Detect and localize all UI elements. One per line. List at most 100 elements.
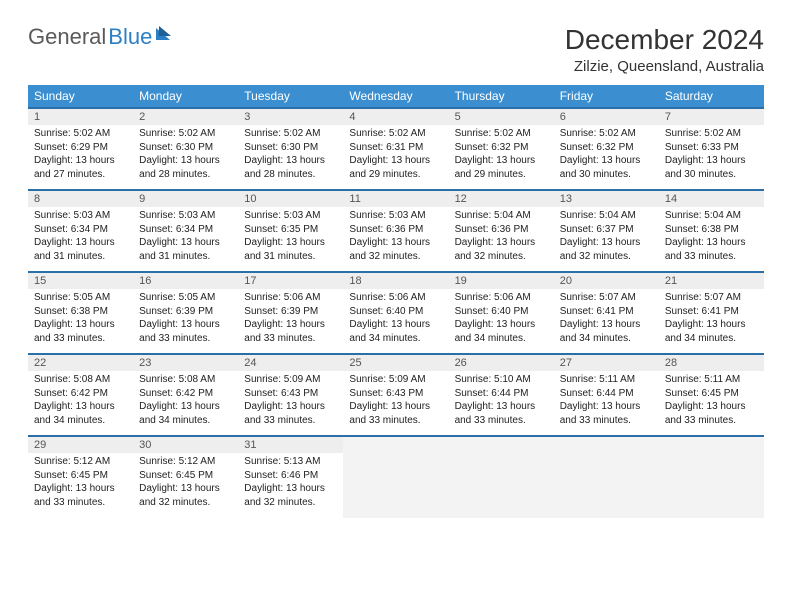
day-info: Sunrise: 5:12 AMSunset: 6:45 PMDaylight:…: [28, 453, 133, 513]
sunrise-line: Sunrise: 5:09 AM: [349, 373, 442, 387]
day-number: 20: [554, 273, 659, 289]
calendar-empty-cell: [659, 436, 764, 518]
day-number: 13: [554, 191, 659, 207]
day-header: Saturday: [659, 85, 764, 108]
calendar-day-cell: 19Sunrise: 5:06 AMSunset: 6:40 PMDayligh…: [449, 272, 554, 354]
daylight-line: Daylight: 13 hours and 33 minutes.: [560, 400, 653, 427]
day-number: 17: [238, 273, 343, 289]
sunset-line: Sunset: 6:45 PM: [34, 469, 127, 483]
daylight-line: Daylight: 13 hours and 32 minutes.: [455, 236, 548, 263]
sunrise-line: Sunrise: 5:10 AM: [455, 373, 548, 387]
sunrise-line: Sunrise: 5:02 AM: [349, 127, 442, 141]
calendar-day-cell: 6Sunrise: 5:02 AMSunset: 6:32 PMDaylight…: [554, 108, 659, 190]
calendar-empty-cell: [343, 436, 448, 518]
calendar-day-cell: 4Sunrise: 5:02 AMSunset: 6:31 PMDaylight…: [343, 108, 448, 190]
sunrise-line: Sunrise: 5:06 AM: [349, 291, 442, 305]
logo-text-blue: Blue: [108, 24, 152, 50]
day-number: 30: [133, 437, 238, 453]
sunrise-line: Sunrise: 5:06 AM: [455, 291, 548, 305]
day-info: Sunrise: 5:04 AMSunset: 6:38 PMDaylight:…: [659, 207, 764, 267]
sunrise-line: Sunrise: 5:02 AM: [34, 127, 127, 141]
day-info: Sunrise: 5:09 AMSunset: 6:43 PMDaylight:…: [343, 371, 448, 431]
sunset-line: Sunset: 6:35 PM: [244, 223, 337, 237]
calendar-week-row: 22Sunrise: 5:08 AMSunset: 6:42 PMDayligh…: [28, 354, 764, 436]
day-info: Sunrise: 5:04 AMSunset: 6:36 PMDaylight:…: [449, 207, 554, 267]
day-number: 21: [659, 273, 764, 289]
calendar-day-cell: 11Sunrise: 5:03 AMSunset: 6:36 PMDayligh…: [343, 190, 448, 272]
day-number: 16: [133, 273, 238, 289]
daylight-line: Daylight: 13 hours and 33 minutes.: [34, 482, 127, 509]
calendar-day-cell: 23Sunrise: 5:08 AMSunset: 6:42 PMDayligh…: [133, 354, 238, 436]
calendar-day-cell: 24Sunrise: 5:09 AMSunset: 6:43 PMDayligh…: [238, 354, 343, 436]
daylight-line: Daylight: 13 hours and 29 minutes.: [349, 154, 442, 181]
day-number: 23: [133, 355, 238, 371]
daylight-line: Daylight: 13 hours and 33 minutes.: [665, 236, 758, 263]
daylight-line: Daylight: 13 hours and 30 minutes.: [560, 154, 653, 181]
daylight-line: Daylight: 13 hours and 33 minutes.: [244, 318, 337, 345]
day-info: Sunrise: 5:02 AMSunset: 6:31 PMDaylight:…: [343, 125, 448, 185]
daylight-line: Daylight: 13 hours and 32 minutes.: [560, 236, 653, 263]
sunset-line: Sunset: 6:39 PM: [244, 305, 337, 319]
day-number: 1: [28, 109, 133, 125]
day-number: 22: [28, 355, 133, 371]
sunset-line: Sunset: 6:43 PM: [244, 387, 337, 401]
calendar-day-cell: 5Sunrise: 5:02 AMSunset: 6:32 PMDaylight…: [449, 108, 554, 190]
day-number: 12: [449, 191, 554, 207]
day-info: Sunrise: 5:02 AMSunset: 6:30 PMDaylight:…: [238, 125, 343, 185]
day-number: 5: [449, 109, 554, 125]
calendar-empty-cell: [554, 436, 659, 518]
daylight-line: Daylight: 13 hours and 31 minutes.: [34, 236, 127, 263]
location-text: Zilzie, Queensland, Australia: [565, 58, 764, 75]
calendar-day-cell: 1Sunrise: 5:02 AMSunset: 6:29 PMDaylight…: [28, 108, 133, 190]
day-number: 29: [28, 437, 133, 453]
calendar-day-cell: 16Sunrise: 5:05 AMSunset: 6:39 PMDayligh…: [133, 272, 238, 354]
daylight-line: Daylight: 13 hours and 30 minutes.: [665, 154, 758, 181]
sunrise-line: Sunrise: 5:02 AM: [455, 127, 548, 141]
calendar-day-cell: 25Sunrise: 5:09 AMSunset: 6:43 PMDayligh…: [343, 354, 448, 436]
day-header: Thursday: [449, 85, 554, 108]
sunset-line: Sunset: 6:36 PM: [349, 223, 442, 237]
sunrise-line: Sunrise: 5:07 AM: [560, 291, 653, 305]
sunset-line: Sunset: 6:31 PM: [349, 141, 442, 155]
daylight-line: Daylight: 13 hours and 32 minutes.: [244, 482, 337, 509]
sunset-line: Sunset: 6:32 PM: [560, 141, 653, 155]
calendar-day-cell: 26Sunrise: 5:10 AMSunset: 6:44 PMDayligh…: [449, 354, 554, 436]
calendar-day-cell: 30Sunrise: 5:12 AMSunset: 6:45 PMDayligh…: [133, 436, 238, 518]
sunrise-line: Sunrise: 5:03 AM: [244, 209, 337, 223]
day-number: 18: [343, 273, 448, 289]
daylight-line: Daylight: 13 hours and 33 minutes.: [139, 318, 232, 345]
daylight-line: Daylight: 13 hours and 33 minutes.: [455, 400, 548, 427]
sunrise-line: Sunrise: 5:03 AM: [349, 209, 442, 223]
day-number: 15: [28, 273, 133, 289]
daylight-line: Daylight: 13 hours and 28 minutes.: [139, 154, 232, 181]
sunrise-line: Sunrise: 5:03 AM: [34, 209, 127, 223]
day-header-row: Sunday Monday Tuesday Wednesday Thursday…: [28, 85, 764, 108]
calendar-day-cell: 29Sunrise: 5:12 AMSunset: 6:45 PMDayligh…: [28, 436, 133, 518]
calendar-day-cell: 28Sunrise: 5:11 AMSunset: 6:45 PMDayligh…: [659, 354, 764, 436]
daylight-line: Daylight: 13 hours and 33 minutes.: [665, 400, 758, 427]
sunrise-line: Sunrise: 5:02 AM: [139, 127, 232, 141]
sunrise-line: Sunrise: 5:05 AM: [139, 291, 232, 305]
sunset-line: Sunset: 6:43 PM: [349, 387, 442, 401]
day-number: 27: [554, 355, 659, 371]
sunrise-line: Sunrise: 5:06 AM: [244, 291, 337, 305]
daylight-line: Daylight: 13 hours and 27 minutes.: [34, 154, 127, 181]
daylight-line: Daylight: 13 hours and 31 minutes.: [244, 236, 337, 263]
sunset-line: Sunset: 6:41 PM: [665, 305, 758, 319]
day-info: Sunrise: 5:03 AMSunset: 6:34 PMDaylight:…: [28, 207, 133, 267]
sunset-line: Sunset: 6:45 PM: [139, 469, 232, 483]
sunrise-line: Sunrise: 5:13 AM: [244, 455, 337, 469]
day-info: Sunrise: 5:05 AMSunset: 6:39 PMDaylight:…: [133, 289, 238, 349]
day-info: Sunrise: 5:07 AMSunset: 6:41 PMDaylight:…: [554, 289, 659, 349]
day-info: Sunrise: 5:06 AMSunset: 6:40 PMDaylight:…: [449, 289, 554, 349]
sunrise-line: Sunrise: 5:08 AM: [34, 373, 127, 387]
day-info: Sunrise: 5:09 AMSunset: 6:43 PMDaylight:…: [238, 371, 343, 431]
sunset-line: Sunset: 6:40 PM: [455, 305, 548, 319]
day-number: 19: [449, 273, 554, 289]
day-number: 24: [238, 355, 343, 371]
sunrise-line: Sunrise: 5:02 AM: [665, 127, 758, 141]
sunset-line: Sunset: 6:37 PM: [560, 223, 653, 237]
sunset-line: Sunset: 6:34 PM: [34, 223, 127, 237]
day-info: Sunrise: 5:08 AMSunset: 6:42 PMDaylight:…: [28, 371, 133, 431]
calendar-day-cell: 27Sunrise: 5:11 AMSunset: 6:44 PMDayligh…: [554, 354, 659, 436]
